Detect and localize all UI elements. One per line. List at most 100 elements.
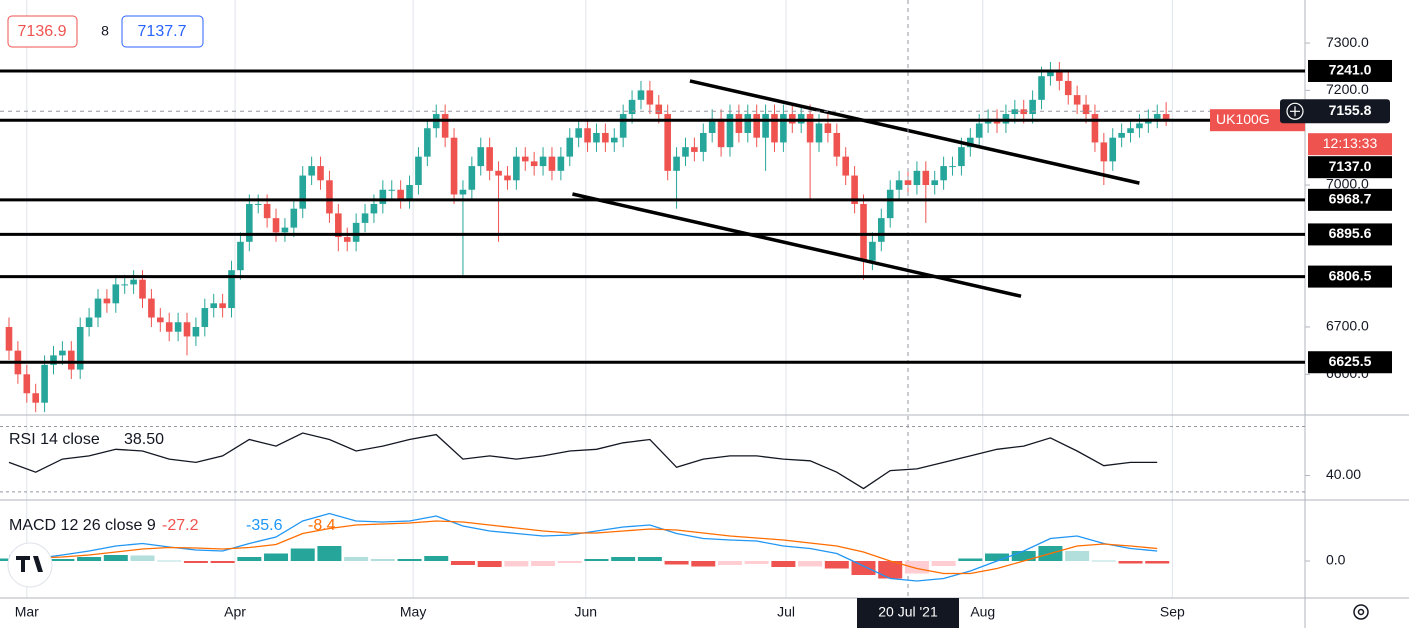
bid-box — [7, 15, 78, 48]
candle-body — [121, 284, 129, 286]
macd-histogram-bar — [290, 548, 315, 561]
crosshair-date-box — [857, 598, 960, 628]
macd-histogram-bar — [317, 546, 342, 561]
candle-body — [1153, 114, 1161, 119]
countdown: 12:13:33 — [1323, 135, 1378, 151]
candle-body — [174, 322, 182, 332]
candle-body — [708, 118, 716, 133]
candle-body — [343, 237, 351, 242]
macd-histogram-bar — [931, 561, 956, 566]
x-tick-label: Jul — [777, 604, 795, 620]
candle-body — [637, 90, 645, 100]
macd-histogram-bar — [744, 561, 769, 564]
candle-body — [183, 322, 191, 337]
macd-histogram-bar — [264, 553, 289, 561]
candle-body — [290, 208, 298, 228]
level-label-box — [1308, 265, 1392, 288]
macd-histogram-bar — [904, 561, 929, 574]
level-label: 7241.0 — [1329, 62, 1372, 78]
level-label: 6895.6 — [1329, 225, 1372, 241]
candle-body — [753, 114, 760, 138]
candle-body — [744, 114, 752, 133]
macd-histogram-bar — [611, 557, 636, 561]
macd-histogram-bar — [50, 559, 75, 561]
macd-histogram-bar — [664, 561, 689, 565]
countdown-box — [1308, 133, 1392, 156]
candle-body — [1109, 137, 1117, 162]
crosshair-plus-icon — [1290, 106, 1300, 117]
candle-body — [317, 166, 324, 181]
candle-body — [308, 166, 315, 176]
macd-legend-value: -27.2 — [162, 517, 199, 534]
candle-body — [1056, 71, 1063, 81]
crosshair-price: 7155.8 — [1329, 102, 1372, 118]
candle-body — [397, 189, 404, 200]
candle-body — [922, 170, 930, 186]
level-label-box — [1308, 188, 1392, 211]
macd-histogram-bar — [878, 561, 903, 579]
macd-histogram-bar — [237, 557, 262, 561]
candle-body — [548, 156, 556, 171]
y-tick-label: 40.00 — [1326, 466, 1361, 482]
candle-body — [263, 203, 271, 219]
candle-body — [459, 189, 467, 195]
candle-body — [504, 175, 511, 181]
candle-body — [76, 326, 84, 370]
candle-body — [272, 218, 280, 233]
candle-body — [281, 227, 289, 233]
rsi-value: 38.50 — [124, 431, 164, 448]
candle-body — [851, 175, 858, 204]
candle-body — [441, 114, 449, 138]
candle-body — [628, 99, 636, 115]
candle-body — [682, 147, 689, 157]
macd-histogram-bar — [504, 561, 529, 567]
candle-body — [495, 170, 502, 176]
level-label-box — [1308, 351, 1392, 374]
macd-histogram-bar — [183, 561, 208, 563]
symbol-tag: UK100G — [1216, 111, 1270, 127]
candle-body — [1091, 114, 1099, 143]
candle-body — [1082, 104, 1090, 115]
candle-body — [1073, 95, 1081, 105]
candle-body — [352, 222, 360, 242]
macd-histogram-bar — [851, 561, 876, 575]
level-label: 6806.5 — [1329, 267, 1372, 283]
candle-body — [878, 218, 885, 242]
candle-body — [228, 270, 235, 309]
macd-legend-value: -35.6 — [246, 517, 283, 534]
candle-body — [975, 123, 983, 138]
candle-body — [735, 114, 743, 133]
candle-body — [940, 166, 947, 181]
candle-body — [361, 213, 369, 223]
candle-body — [50, 355, 57, 365]
candle-body — [1029, 99, 1036, 115]
candle-body — [192, 326, 200, 337]
candle-body — [379, 189, 387, 204]
x-tick-label: Sep — [1160, 604, 1185, 620]
candle-body — [246, 203, 253, 242]
candle-body — [895, 180, 903, 190]
x-tick-label: Jun — [574, 604, 597, 620]
macd-histogram-bar — [370, 559, 395, 561]
level-label: 6968.7 — [1329, 191, 1372, 207]
candle-body — [655, 104, 663, 115]
macd-histogram-bar — [958, 558, 983, 561]
x-tick-label: Apr — [224, 604, 246, 620]
y-tick-label: 6700.0 — [1326, 318, 1369, 334]
macd-histogram-bar — [157, 560, 182, 562]
settings-icon[interactable] — [1353, 604, 1369, 620]
candle-body — [904, 180, 912, 186]
macd-histogram-bar — [531, 561, 556, 566]
trend-line — [689, 79, 1140, 185]
logo — [16, 556, 43, 572]
candle-body — [335, 213, 342, 238]
macd-histogram-bar — [557, 561, 582, 563]
candle-body — [112, 284, 120, 304]
candle-body — [130, 279, 137, 285]
ask-box — [121, 15, 204, 48]
candle-body — [619, 114, 627, 138]
candle-body — [1038, 76, 1045, 100]
candle-body — [85, 317, 93, 327]
candle-body — [5, 326, 13, 351]
candle-body — [566, 137, 574, 157]
